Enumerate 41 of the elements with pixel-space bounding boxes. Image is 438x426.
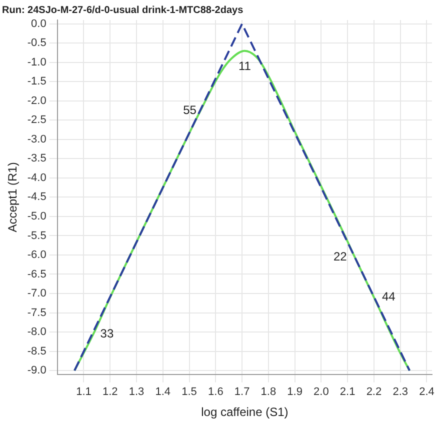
x-tick-label: 2.4 (419, 386, 434, 398)
x-tick-label: 1.6 (208, 386, 224, 398)
y-tick-label: -7.5 (27, 306, 46, 319)
x-tick-label: 1.9 (287, 386, 302, 398)
annotation: 11 (238, 59, 252, 74)
y-tick-label: -5.5 (27, 230, 46, 242)
x-tick-label: 1.5 (182, 386, 197, 398)
x-tick-label: 1.7 (234, 386, 250, 398)
x-tick-label: 2.0 (314, 386, 329, 398)
y-tick-label: -0.5 (27, 37, 46, 50)
y-tick-label: -2.5 (27, 114, 46, 126)
x-tick-label: 2.3 (392, 386, 408, 398)
y-tick-label: -7.0 (27, 288, 46, 300)
y-tick-label: -8.0 (27, 326, 46, 338)
x-axis-title: log caffeine (S1) (201, 405, 288, 420)
y-tick-label: -1.5 (27, 76, 46, 88)
x-tick-label: 2.2 (366, 386, 382, 398)
annotation: 33 (100, 326, 114, 340)
y-tick-label: -3.5 (27, 152, 46, 165)
y-tick-label: -9.0 (27, 364, 46, 377)
x-tick-label: 2.1 (340, 386, 356, 398)
y-tick-label: -4.0 (27, 172, 46, 184)
y-axis-title: Accept1 (R1) (6, 162, 20, 232)
y-tick-label: -2.0 (27, 94, 46, 107)
y-tick-label: 0.0 (31, 18, 46, 30)
y-tick-label: -5.0 (27, 210, 46, 222)
x-tick-label: 1.1 (76, 386, 92, 398)
x-tick-label: 1.3 (128, 386, 144, 398)
annotation: 22 (333, 249, 348, 264)
y-tick-label: -8.5 (27, 345, 46, 358)
x-tick-label: 1.8 (260, 386, 276, 398)
y-tick-label: -4.5 (27, 191, 46, 204)
x-tick-label: 1.4 (155, 386, 171, 398)
x-tick-label: 1.2 (102, 386, 118, 398)
annotation: 55 (183, 102, 197, 117)
y-tick-label: -6.0 (27, 249, 46, 262)
chart-title: Run: 24SJo-M-27-6/d-0-usual drink-1-MTC88-2days (2, 4, 244, 16)
y-tick-label: -6.5 (27, 268, 46, 280)
y-tick-label: -1.0 (27, 56, 46, 68)
annotation: 44 (382, 290, 396, 304)
y-tick-label: -3.0 (27, 133, 46, 146)
